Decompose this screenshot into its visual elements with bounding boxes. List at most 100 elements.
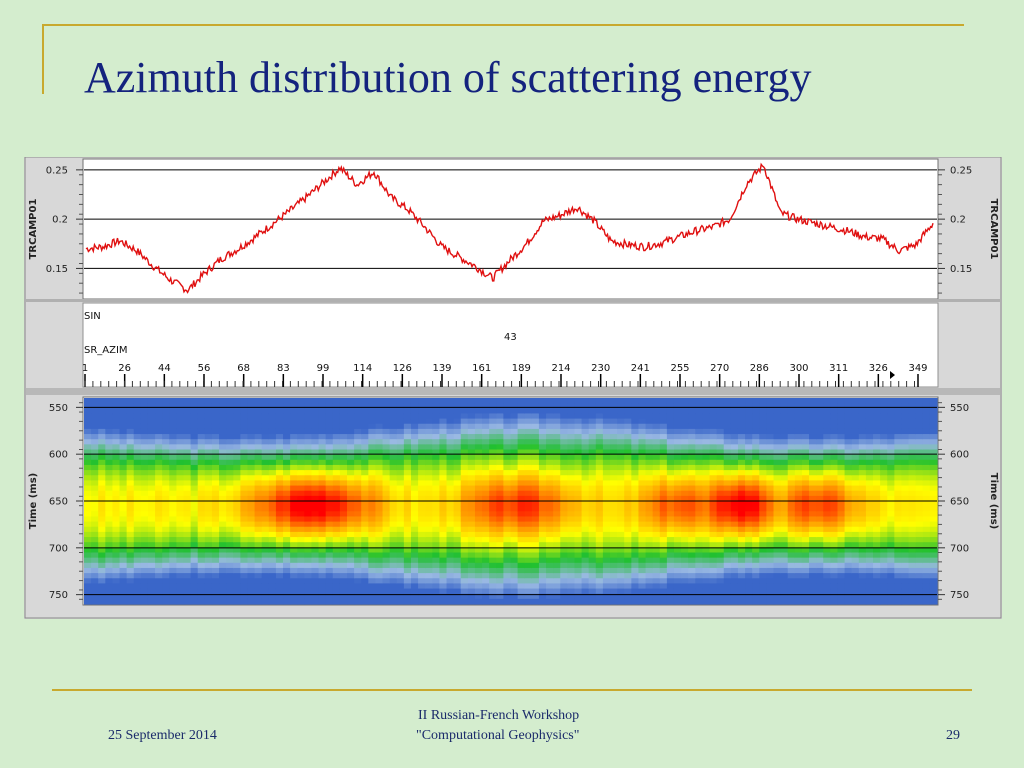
heatmap-cell	[809, 598, 817, 605]
heatmap-cell	[631, 521, 640, 528]
heatmap-cell	[112, 593, 121, 600]
heatmap-cell	[730, 470, 739, 476]
heatmap-cell	[887, 423, 895, 430]
heatmap-cell	[524, 434, 533, 440]
heatmap-cell	[84, 511, 92, 518]
heatmap-cell	[659, 537, 668, 543]
heatmap-cell	[887, 398, 895, 404]
heatmap-cell	[169, 480, 178, 487]
heatmap-cell	[325, 547, 334, 554]
heatmap-cell	[801, 501, 810, 507]
heatmap-cell	[737, 459, 746, 466]
heatmap-cell	[140, 521, 149, 528]
heatmap-cell	[290, 459, 298, 466]
heatmap-cell	[837, 537, 846, 543]
heatmap-cell	[389, 403, 398, 409]
heatmap-cell	[915, 557, 924, 564]
heatmap-cell	[837, 588, 846, 595]
heatmap-cell	[155, 490, 163, 497]
heatmap-cell	[858, 398, 867, 404]
heatmap-cell	[133, 506, 142, 512]
heatmap-cell	[204, 470, 213, 476]
heatmap-cell	[929, 408, 938, 415]
heatmap-cell	[837, 501, 846, 507]
heatmap-cell	[332, 434, 341, 440]
heatmap-cell	[155, 403, 163, 409]
heatmap-cell	[219, 449, 227, 456]
heatmap-cell	[176, 506, 185, 512]
heatmap-cell	[283, 578, 291, 584]
heatmap-cell	[823, 428, 831, 435]
heatmap-cell	[901, 511, 910, 518]
heatmap-cell	[695, 537, 704, 543]
heatmap-cell	[801, 454, 810, 461]
heatmap-cell	[91, 444, 99, 451]
heatmap-cell	[147, 552, 156, 559]
heatmap-cell	[375, 470, 384, 476]
heatmap-cell	[403, 454, 412, 461]
heatmap-cell	[865, 403, 874, 409]
heatmap-cell	[403, 557, 412, 564]
heatmap-cell	[709, 449, 718, 456]
heatmap-cell	[702, 583, 711, 590]
heatmap-cell	[823, 403, 831, 409]
heatmap-cell	[297, 459, 305, 466]
heatmap-cell	[219, 475, 227, 481]
heatmap-cell	[318, 490, 327, 497]
heatmap-cell	[467, 413, 476, 420]
heatmap-cell	[645, 475, 654, 481]
heatmap-cell	[162, 593, 170, 600]
heatmap-cell	[474, 418, 483, 425]
heatmap-cell	[645, 557, 654, 564]
heatmap-cell	[332, 573, 341, 579]
heatmap-cell	[851, 439, 860, 445]
heatmap-cell	[773, 511, 782, 518]
heatmap-cell	[197, 516, 206, 523]
heatmap-cell	[290, 598, 298, 605]
heatmap-cell	[339, 423, 348, 430]
heatmap-cell	[275, 398, 284, 404]
heatmap-cell	[105, 557, 114, 564]
heatmap-cell	[908, 501, 917, 507]
heatmap-cell	[332, 403, 341, 409]
heatmap-cell	[801, 593, 810, 600]
heatmap-cell	[389, 593, 398, 600]
heatmap-cell	[91, 521, 99, 528]
heatmap-cell	[880, 578, 888, 584]
heatmap-cell	[709, 413, 718, 420]
heatmap-cell	[347, 552, 355, 559]
heatmap-cell	[339, 398, 348, 404]
heatmap-cell	[133, 398, 142, 404]
heatmap-cell	[588, 552, 597, 559]
heatmap-cell	[460, 506, 469, 512]
heatmap-cell	[887, 475, 895, 481]
heatmap-cell	[681, 593, 689, 600]
heatmap-cell	[915, 593, 924, 600]
heatmap-cell	[510, 434, 519, 440]
heatmap-cell	[517, 475, 526, 481]
heatmap-cell	[695, 490, 704, 497]
heatmap-cell	[382, 598, 391, 605]
heatmap-cell	[873, 567, 881, 574]
heatmap-cell	[453, 516, 462, 523]
heatmap-cell	[418, 557, 426, 564]
heatmap-cell	[382, 485, 391, 492]
heatmap-cell	[524, 547, 533, 554]
heatmap-cell	[766, 449, 775, 456]
heatmap-cell	[133, 408, 142, 415]
heatmap-cell	[254, 490, 263, 497]
heatmap-cell	[247, 516, 256, 523]
heatmap-cell	[652, 562, 661, 569]
heatmap-cell	[915, 439, 924, 445]
heatmap-cell	[631, 598, 640, 605]
heatmap-cell	[133, 485, 142, 492]
heatmap-cell	[865, 459, 874, 466]
heatmap-cell	[553, 475, 561, 481]
heatmap-cell	[510, 521, 519, 528]
heatmap-cell	[290, 408, 298, 415]
heatmap-cell	[496, 444, 504, 451]
heatmap-cell	[275, 495, 284, 502]
heatmap-cell	[922, 521, 931, 528]
heatmap-cell	[176, 418, 185, 425]
heatmap-cell	[794, 573, 803, 579]
